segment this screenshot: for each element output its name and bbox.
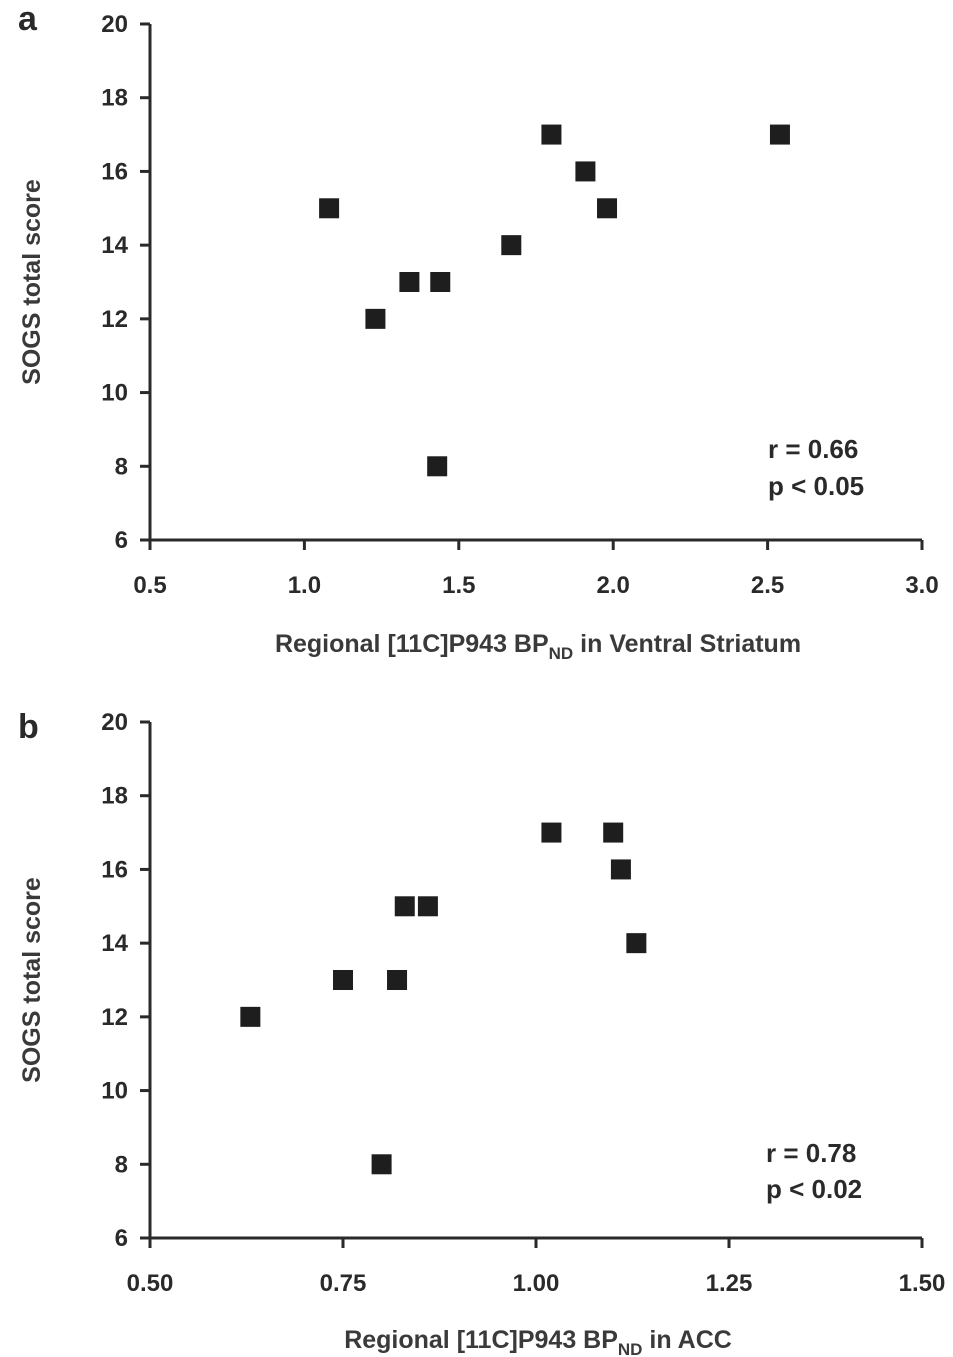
data-point — [399, 272, 420, 292]
x-tick-label: 1.50 — [899, 1270, 946, 1297]
y-tick-label: 16 — [101, 158, 128, 185]
data-point — [371, 1154, 392, 1175]
x-axis-title-subscript: ND — [549, 644, 574, 663]
data-point — [541, 822, 562, 843]
data-point — [575, 161, 596, 182]
data-point — [501, 235, 522, 256]
x-axis-title-main: Regional [11C]P943 BP — [344, 1326, 618, 1354]
x-tick-label: 3.0 — [905, 572, 938, 599]
x-tick-label: 1.0 — [288, 572, 321, 599]
data-point — [427, 456, 448, 477]
correlation-r: r = 0.66 — [768, 434, 858, 464]
panel-letter: b — [18, 708, 39, 746]
y-tick-label: 16 — [101, 856, 128, 883]
data-point — [240, 1006, 261, 1027]
x-tick-label: 0.5 — [133, 572, 166, 599]
x-tick-label: 1.00 — [513, 1270, 560, 1297]
x-tick-label: 1.5 — [442, 572, 475, 599]
data-point — [541, 124, 562, 145]
y-tick-label: 20 — [101, 709, 128, 736]
data-point — [417, 896, 438, 917]
data-point — [387, 970, 408, 990]
y-tick-label: 6 — [115, 1225, 128, 1252]
y-tick-label: 10 — [101, 380, 128, 407]
y-tick-label: 8 — [115, 453, 128, 480]
y-tick-label: 6 — [115, 527, 128, 554]
data-point — [319, 198, 340, 219]
correlation-p: p < 0.02 — [766, 1174, 862, 1204]
y-tick-label: 14 — [101, 930, 128, 957]
data-point — [603, 822, 624, 843]
data-point — [430, 272, 451, 292]
x-tick-label: 1.25 — [706, 1270, 753, 1297]
x-tick-label: 2.5 — [751, 572, 784, 599]
data-point — [769, 124, 790, 145]
panel-b-scatter: b 6 8 10 12 14 16 18 20 0.50 0.75 1.00 1.25 1.50 SOGS … — [18, 708, 945, 1357]
y-tick-label: 18 — [101, 85, 128, 112]
data-point — [626, 933, 647, 954]
y-axis-title: SOGS total score — [18, 877, 46, 1083]
x-axis-title-rest: in Ventral Striatum — [573, 630, 801, 658]
x-axis-title: Regional [11C]P943 BPND in Ventral Stria… — [275, 630, 801, 663]
panel-a-scatter: a 6 8 10 12 14 16 18 20 0.5 1.0 1.5 2.0 2.5 3.0 SOGS to… — [18, 0, 939, 663]
y-tick-label: 10 — [101, 1078, 128, 1105]
x-axis-title: Regional [11C]P943 BPND in ACC — [344, 1326, 732, 1357]
x-tick-label: 2.0 — [597, 572, 630, 599]
x-tick-label: 0.50 — [127, 1270, 174, 1297]
y-axis-title: SOGS total score — [18, 179, 46, 385]
data-point — [333, 970, 353, 990]
data-point — [597, 198, 618, 219]
y-tick-label: 8 — [115, 1151, 128, 1178]
panel-letter: a — [18, 0, 38, 38]
correlation-p: p < 0.05 — [768, 471, 864, 501]
y-tick-label: 18 — [101, 783, 128, 810]
data-point — [394, 896, 415, 917]
x-axis-title-main: Regional [11C]P943 BP — [275, 630, 549, 658]
data-point — [610, 859, 631, 880]
y-tick-label: 12 — [101, 306, 128, 333]
data-point — [365, 308, 386, 329]
correlation-r: r = 0.78 — [766, 1138, 856, 1168]
y-tick-label: 14 — [101, 232, 128, 259]
x-axis-title-rest: in ACC — [642, 1326, 731, 1354]
x-tick-label: 0.75 — [320, 1270, 367, 1297]
x-axis-title-subscript: ND — [618, 1340, 643, 1357]
y-tick-label: 20 — [101, 11, 128, 38]
y-tick-label: 12 — [101, 1004, 128, 1031]
